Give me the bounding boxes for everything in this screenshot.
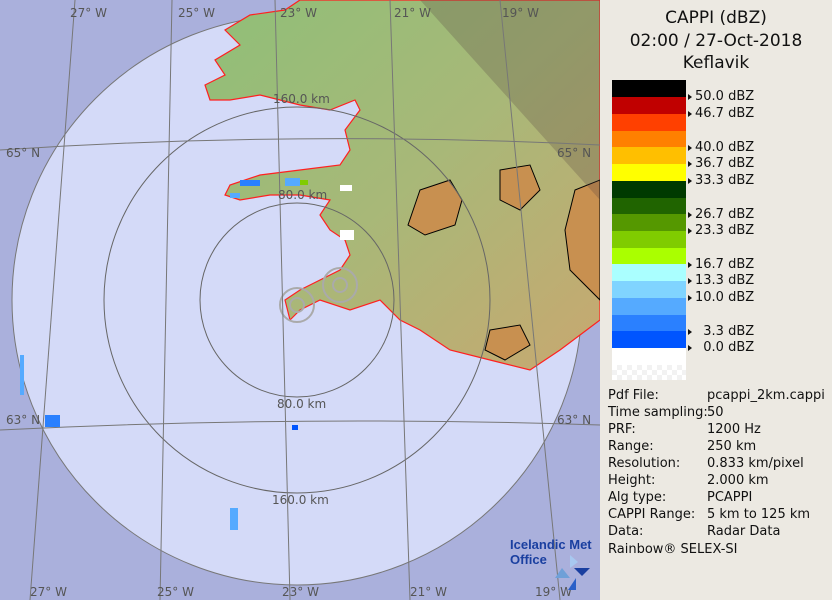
- radar-map[interactable]: 27° W 25° W 23° W 21° W 19° W 27° W 25° …: [0, 0, 600, 600]
- radar-site-markers: [279, 267, 358, 323]
- info-key: Pdf File:: [608, 388, 659, 403]
- info-key: Range:: [608, 439, 654, 454]
- lat-label-left: 65° N: [6, 146, 40, 160]
- info-row: PRF: 1200 Hz: [608, 422, 832, 439]
- legend-swatch: [612, 214, 686, 231]
- legend-swatch: [612, 80, 686, 97]
- info-key: Resolution:: [608, 456, 681, 471]
- range-label: 80.0 km: [277, 397, 326, 411]
- graticule: [0, 0, 600, 600]
- lon-label-top: 27° W: [70, 6, 107, 20]
- info-row: Height: 2.000 km: [608, 473, 832, 490]
- legend-swatch: [612, 231, 686, 248]
- legend-swatch: [612, 198, 686, 214]
- legend-swatch: [612, 97, 686, 114]
- legend-swatch: [612, 248, 686, 264]
- info-value: Radar Data: [707, 524, 781, 539]
- glacier-vatnajokull: [564, 179, 600, 301]
- lat-label-right: 63° N: [557, 413, 591, 427]
- legend-nodata-swatch: [612, 365, 686, 380]
- station-name: Keflavik: [682, 53, 750, 73]
- info-row: CAPPI Range: 5 km to 125 km: [608, 507, 832, 524]
- lat-label-right: 65° N: [557, 146, 591, 160]
- info-value: 250 km: [707, 439, 757, 454]
- info-row: Resolution: 0.833 km/pixel: [608, 456, 832, 473]
- lon-label-top: 25° W: [178, 6, 215, 20]
- info-panel: CAPPI (dBZ) 02:00 / 27-Oct-2018 Keflavik…: [600, 0, 832, 600]
- legend-label: 13.3 dBZ: [688, 273, 754, 288]
- footer-credit: Rainbow® SELEX-SI: [608, 542, 738, 557]
- info-key: Time sampling:: [608, 405, 708, 420]
- legend-swatch: [612, 114, 686, 131]
- range-label: 160.0 km: [272, 493, 329, 507]
- lat-label-left: 63° N: [6, 413, 40, 427]
- legend-swatch: [612, 281, 686, 298]
- precip-echoes: [20, 178, 354, 530]
- info-value: pcappi_2km.cappi: [707, 388, 825, 403]
- glacier-langjokull: [407, 179, 463, 236]
- info-value: 5 km to 125 km: [707, 507, 811, 522]
- legend-swatch: [612, 264, 686, 281]
- imo-logo: Icelandic Met Office: [510, 537, 592, 567]
- legend-swatch: [612, 147, 686, 164]
- info-row: Alg type: PCAPPI: [608, 490, 832, 507]
- lon-label-bottom: 25° W: [157, 585, 194, 599]
- lon-label-top: 21° W: [394, 6, 431, 20]
- info-row: Pdf File: pcappi_2km.cappi: [608, 388, 832, 405]
- lon-label-bottom: 23° W: [282, 585, 319, 599]
- iceland-landmass: [204, 0, 600, 371]
- info-key: Data:: [608, 524, 644, 539]
- logo-line1: Icelandic Met: [510, 537, 592, 552]
- legend-label: 50.0 dBZ: [688, 89, 754, 104]
- info-key: Height:: [608, 473, 656, 488]
- info-row: Data: Radar Data: [608, 524, 832, 541]
- legend-swatch: [612, 164, 686, 181]
- lon-label-bottom: 27° W: [30, 585, 67, 599]
- legend-swatch: [612, 131, 686, 147]
- legend-label: 46.7 dBZ: [688, 106, 754, 121]
- glacier-hofsjokull: [499, 164, 541, 211]
- imo-logo-icon: [555, 555, 590, 590]
- legend-label: 33.3 dBZ: [688, 173, 754, 188]
- legend-label: 40.0 dBZ: [688, 140, 754, 155]
- info-value: PCAPPI: [707, 490, 753, 505]
- legend-label: 23.3 dBZ: [688, 223, 754, 238]
- product-datetime: 02:00 / 27-Oct-2018: [629, 31, 803, 51]
- legend-swatch: [612, 298, 686, 315]
- info-key: CAPPI Range:: [608, 507, 696, 522]
- info-row: Time sampling: 50: [608, 405, 832, 422]
- info-value: 2.000 km: [707, 473, 769, 488]
- lon-label-top: 19° W: [502, 6, 539, 20]
- info-row: Range: 250 km: [608, 439, 832, 456]
- range-rings: [103, 106, 491, 494]
- legend-label: 16.7 dBZ: [688, 257, 754, 272]
- lon-label-top: 23° W: [280, 6, 317, 20]
- info-value: 0.833 km/pixel: [707, 456, 804, 471]
- legend-swatch: [612, 315, 686, 331]
- logo-line2: Office: [510, 552, 547, 567]
- legend-label: 10.0 dBZ: [688, 290, 754, 305]
- legend-label: 0.0 dBZ: [688, 340, 754, 355]
- range-label: 80.0 km: [278, 188, 327, 202]
- legend-swatch: [612, 348, 686, 365]
- info-key: PRF:: [608, 422, 636, 437]
- product-title: CAPPI (dBZ): [665, 8, 767, 28]
- legend-label: 36.7 dBZ: [688, 156, 754, 171]
- info-key: Alg type:: [608, 490, 667, 505]
- legend-label: 26.7 dBZ: [688, 207, 754, 222]
- range-label: 160.0 km: [273, 92, 330, 106]
- lon-label-bottom: 19° W: [535, 585, 572, 599]
- lon-label-bottom: 21° W: [410, 585, 447, 599]
- info-value: 50: [707, 405, 724, 420]
- legend-swatch: [612, 331, 686, 348]
- legend-swatch: [612, 181, 686, 198]
- legend-label: 3.3 dBZ: [688, 324, 754, 339]
- info-value: 1200 Hz: [707, 422, 761, 437]
- glacier-myrdalsjokull: [484, 324, 531, 361]
